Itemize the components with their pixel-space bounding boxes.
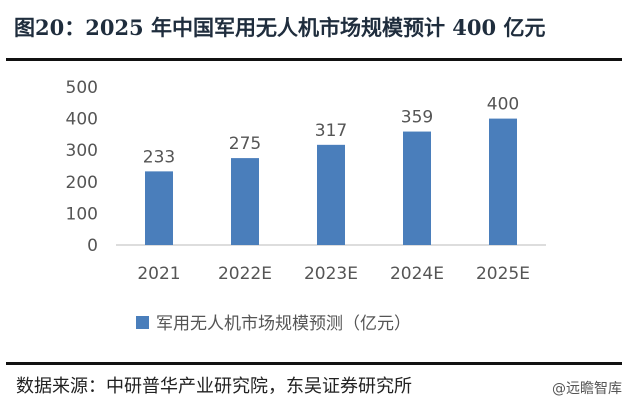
x-tick-label: 2022E: [218, 264, 272, 284]
legend-label: 军用无人机市场规模预测（亿元）: [156, 314, 411, 334]
x-tick-label: 2025E: [476, 264, 530, 284]
bar: [403, 131, 431, 245]
watermark: @远瞻智库: [552, 378, 622, 398]
x-tick-label: 2021: [137, 264, 180, 284]
bar: [145, 171, 173, 245]
bottom-divider: [6, 362, 622, 365]
y-tick-label: 100: [66, 204, 98, 224]
y-tick-label: 300: [66, 141, 98, 161]
y-tick-label: 200: [66, 173, 98, 193]
legend-swatch: [136, 316, 149, 329]
x-tick-label: 2023E: [304, 264, 358, 284]
top-divider: [6, 58, 622, 61]
bar-chart: 0 100 200 300 400 500 233 2021 275 2022E 317 2023E 3…: [66, 78, 546, 334]
y-tick-label: 400: [66, 110, 98, 130]
bar: [317, 144, 345, 245]
data-label: 317: [315, 121, 347, 141]
bar: [231, 158, 259, 245]
y-tick-label: 0: [87, 236, 98, 256]
bar: [489, 118, 517, 245]
x-tick-label: 2024E: [390, 264, 444, 284]
data-label: 275: [229, 134, 261, 154]
data-label: 400: [487, 95, 519, 115]
source-note: 数据来源：中研普华产业研究院，东吴证券研究所: [16, 376, 412, 397]
data-label: 233: [143, 147, 175, 167]
y-tick-label: 500: [66, 78, 98, 98]
data-label: 359: [401, 108, 433, 128]
chart-title: 图20：2025 年中国军用无人机市场规模预计 400 亿元: [14, 15, 546, 40]
